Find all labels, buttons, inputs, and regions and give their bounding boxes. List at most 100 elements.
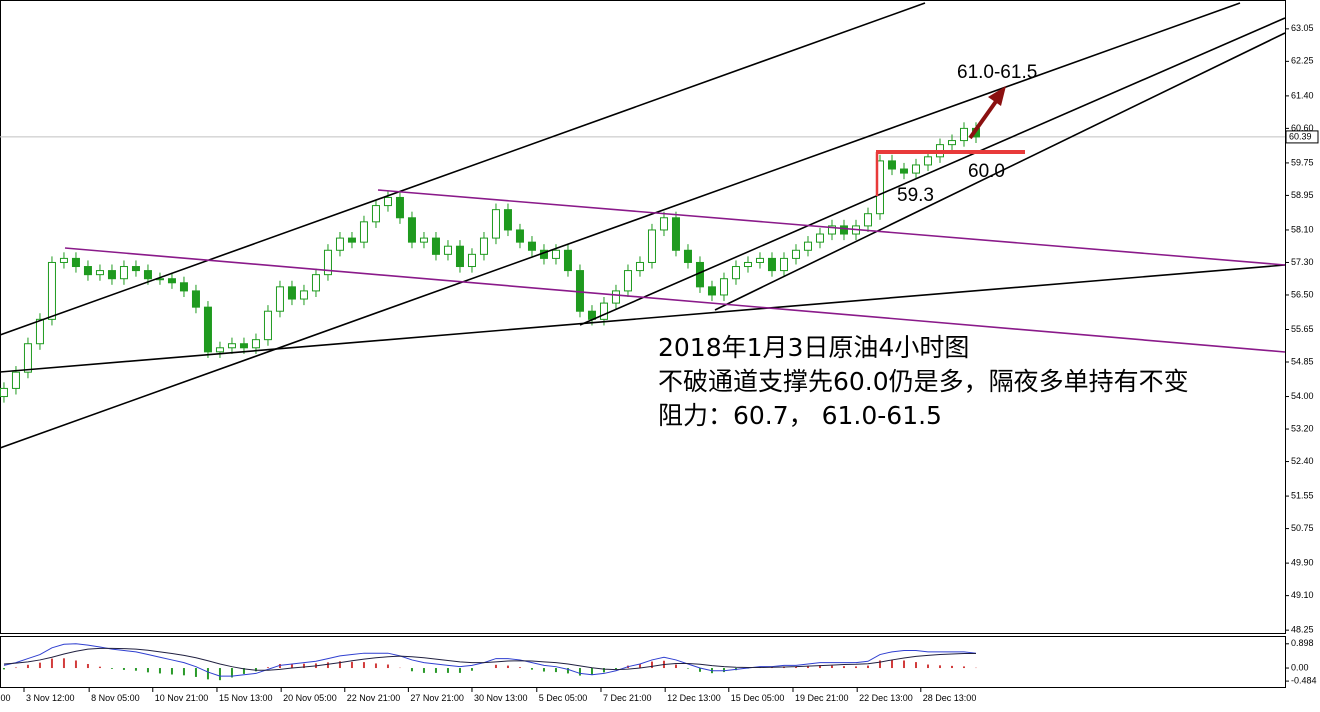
candle-body — [71, 257, 80, 268]
y-tick-label: 49.10 — [1291, 590, 1314, 600]
y-tick-label: 54.00 — [1291, 391, 1314, 401]
x-tick-label: 5 Dec 05:00 — [539, 693, 588, 703]
candle-body — [755, 257, 764, 263]
last-price-box — [1285, 130, 1319, 144]
y-tick-label: 50.75 — [1291, 523, 1314, 533]
candle-body — [107, 270, 116, 280]
candle-body — [83, 266, 92, 276]
candle-body — [0, 387, 8, 398]
note-line: 2018年1月3日原油4小时图 — [658, 333, 969, 362]
annotation: 61.0-61.5 — [957, 62, 1037, 83]
last-price-label: 60.39 — [1289, 131, 1312, 141]
candle-body — [779, 257, 788, 272]
candle-body — [671, 217, 680, 251]
y-tick-label: 53.20 — [1291, 423, 1314, 433]
x-tick-label: 3 Nov 12:00 — [26, 693, 75, 703]
candle-body — [131, 266, 140, 272]
x-tick-label: 22 Dec 13:00 — [859, 693, 913, 703]
candle-body — [611, 290, 620, 304]
x-tick-label: 30 Nov 13:00 — [474, 693, 528, 703]
main-pane-frame — [0, 0, 1286, 634]
candle-body — [599, 302, 608, 320]
candle-body — [815, 233, 824, 243]
arrow-head — [988, 86, 1006, 106]
candle-body — [35, 318, 44, 345]
x-tick-label: 20 Nov 05:00 — [283, 693, 337, 703]
x-tick-label: 10 Nov 21:00 — [155, 693, 209, 703]
y-tick-label: 54.85 — [1291, 356, 1314, 366]
y-tick-label: 56.50 — [1291, 289, 1314, 299]
candle-body — [395, 196, 404, 219]
annotation: 59.3 — [897, 185, 934, 206]
channel-line — [579, 17, 1286, 326]
candle-body — [707, 286, 716, 296]
candle-body — [59, 257, 68, 263]
candle-body — [347, 237, 356, 243]
channel-line — [0, 2, 1241, 449]
candle-body — [899, 168, 908, 174]
x-tick-label: 15 Nov 13:00 — [219, 693, 273, 703]
candle-body — [95, 270, 104, 276]
candle-body — [563, 249, 572, 272]
candle-body — [239, 343, 248, 349]
purple-line — [377, 189, 1286, 266]
x-tick-label: 0:00 — [0, 693, 11, 703]
x-tick-label: 15 Dec 05:00 — [731, 693, 785, 703]
y-tick-label: -0.484 — [1291, 675, 1317, 685]
x-tick-label: 8 Nov 05:00 — [91, 693, 140, 703]
candle-body — [503, 209, 512, 231]
note-line: 阻力：60.7， 61.0-61.5 — [658, 401, 942, 430]
candle-body — [491, 209, 500, 239]
y-tick-label: 58.10 — [1291, 224, 1314, 234]
candle-body — [839, 225, 848, 235]
candle-body — [323, 249, 332, 276]
y-tick-label: 63.05 — [1291, 23, 1314, 33]
candle-body — [527, 241, 536, 251]
note-line: 不破通道支撑先60.0仍是多，隔夜多单持有不变 — [658, 367, 1189, 396]
indicator-pane — [2, 643, 977, 681]
x-tick-label: 7 Dec 21:00 — [603, 693, 652, 703]
candle-body — [923, 156, 932, 166]
indicator-line — [3, 643, 977, 677]
candle-body — [191, 290, 200, 308]
candle-body — [863, 213, 872, 227]
candle-body — [359, 221, 368, 243]
x-tick-label: 28 Dec 13:00 — [923, 693, 977, 703]
x-tick-label: 22 Nov 21:00 — [347, 693, 401, 703]
candle-body — [371, 205, 380, 223]
candle-body — [299, 290, 308, 300]
candle-body — [251, 339, 260, 349]
candle-body — [551, 249, 560, 259]
y-tick-label: 58.95 — [1291, 190, 1314, 200]
candle-body — [959, 127, 968, 142]
candle-body — [179, 282, 188, 292]
candle-body — [167, 278, 176, 284]
channel-line — [714, 32, 1286, 311]
candle-body — [419, 237, 428, 243]
y-tick-label: 59.75 — [1291, 157, 1314, 167]
y-tick-label: 62.25 — [1291, 56, 1314, 66]
candle-body — [443, 245, 452, 255]
candle-body — [431, 237, 440, 255]
candle-body — [743, 261, 752, 268]
annotation: 60.0 — [968, 161, 1005, 182]
candle-body — [407, 217, 416, 243]
y-tick-label: 48.25 — [1291, 625, 1314, 635]
candle-body — [119, 266, 128, 280]
candle-body — [479, 237, 488, 255]
x-tick-label: 12 Dec 13:00 — [667, 693, 721, 703]
candle-body — [911, 164, 920, 174]
y-tick-label: 60.60 — [1291, 123, 1314, 133]
candle-body — [647, 229, 656, 263]
main-pane — [0, 122, 1285, 403]
y-tick-label: 49.90 — [1291, 557, 1314, 567]
candle-body — [827, 225, 836, 235]
candle-body — [659, 217, 668, 231]
indicator-pane-frame — [0, 636, 1286, 688]
indicator-line — [3, 647, 976, 671]
candle-body — [227, 343, 236, 349]
candle-body — [731, 266, 740, 280]
arrow-shaft — [968, 98, 999, 140]
